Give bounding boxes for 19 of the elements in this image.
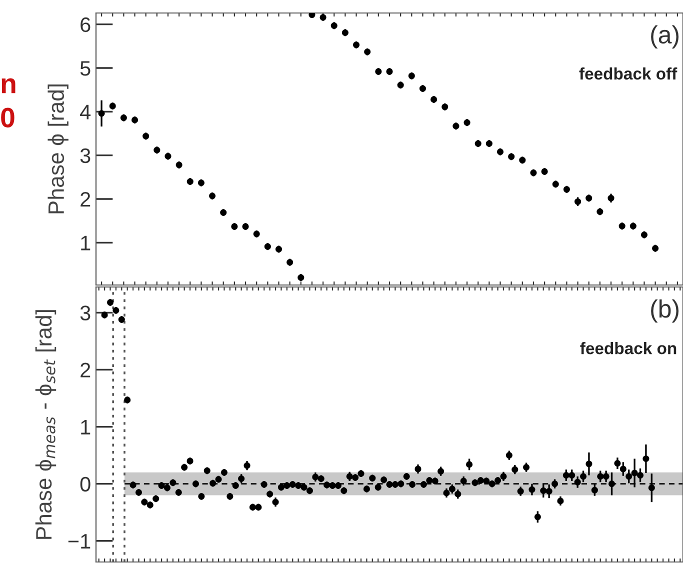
y-tick-label: 2 xyxy=(80,192,90,207)
annotation: feedback off xyxy=(579,67,678,80)
y-tick-label: −1 xyxy=(68,534,90,548)
y-tick-label: 1 xyxy=(81,236,90,250)
y-tick-label: 4 xyxy=(80,104,91,120)
text: 0 xyxy=(1,108,14,128)
y-tick-label: 2 xyxy=(80,362,90,378)
annotation: feedback on xyxy=(580,342,676,354)
y-tick-label: 6 xyxy=(80,17,90,32)
annotation: (b) xyxy=(651,299,679,323)
y-axis-title: Phase ϕ$_{meas}$ - ϕ$_{set}$ [rad] xyxy=(35,310,56,539)
y-tick-label: 0 xyxy=(80,476,90,492)
y-tick-label: 5 xyxy=(80,61,90,76)
y-axis-title: Phase ϕ [rad] xyxy=(48,84,68,214)
y-tick-label: 3 xyxy=(80,306,90,320)
y-tick-label: 1 xyxy=(81,420,90,434)
text: n xyxy=(2,78,16,94)
annotation: (a) xyxy=(651,25,679,49)
y-tick-label: 3 xyxy=(80,148,90,164)
